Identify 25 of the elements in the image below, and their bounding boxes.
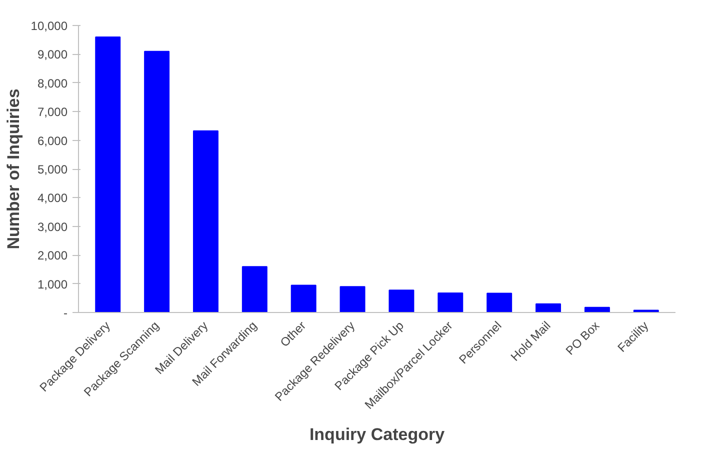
bar bbox=[438, 292, 464, 312]
x-tick-label: PO Box bbox=[563, 318, 602, 358]
bar bbox=[388, 290, 414, 312]
y-tick-label: 2,000 bbox=[37, 248, 68, 263]
bar bbox=[633, 310, 659, 312]
bar bbox=[486, 292, 512, 312]
x-axis-title: Inquiry Category bbox=[309, 424, 446, 444]
bar bbox=[242, 266, 268, 312]
y-tick-label: 10,000 bbox=[30, 19, 68, 33]
bar bbox=[290, 284, 316, 312]
bar bbox=[340, 286, 366, 312]
y-tick-label: 3,000 bbox=[37, 220, 68, 234]
y-tick-label: 9,000 bbox=[37, 48, 68, 62]
y-tick-label: 6,000 bbox=[37, 134, 68, 148]
y-tick-label: 4,000 bbox=[37, 191, 68, 206]
y-axis-title: Number of Inquiries bbox=[4, 88, 23, 250]
y-tick-label: - bbox=[64, 306, 68, 320]
bar bbox=[144, 50, 170, 312]
y-tick-label: 5,000 bbox=[37, 162, 68, 176]
y-tick-label: 1,000 bbox=[37, 277, 68, 292]
y-tick-label: 7,000 bbox=[37, 105, 68, 120]
bar bbox=[95, 36, 121, 312]
bar bbox=[536, 303, 562, 312]
bar bbox=[192, 130, 218, 312]
y-tick-label: 8,000 bbox=[37, 76, 68, 90]
